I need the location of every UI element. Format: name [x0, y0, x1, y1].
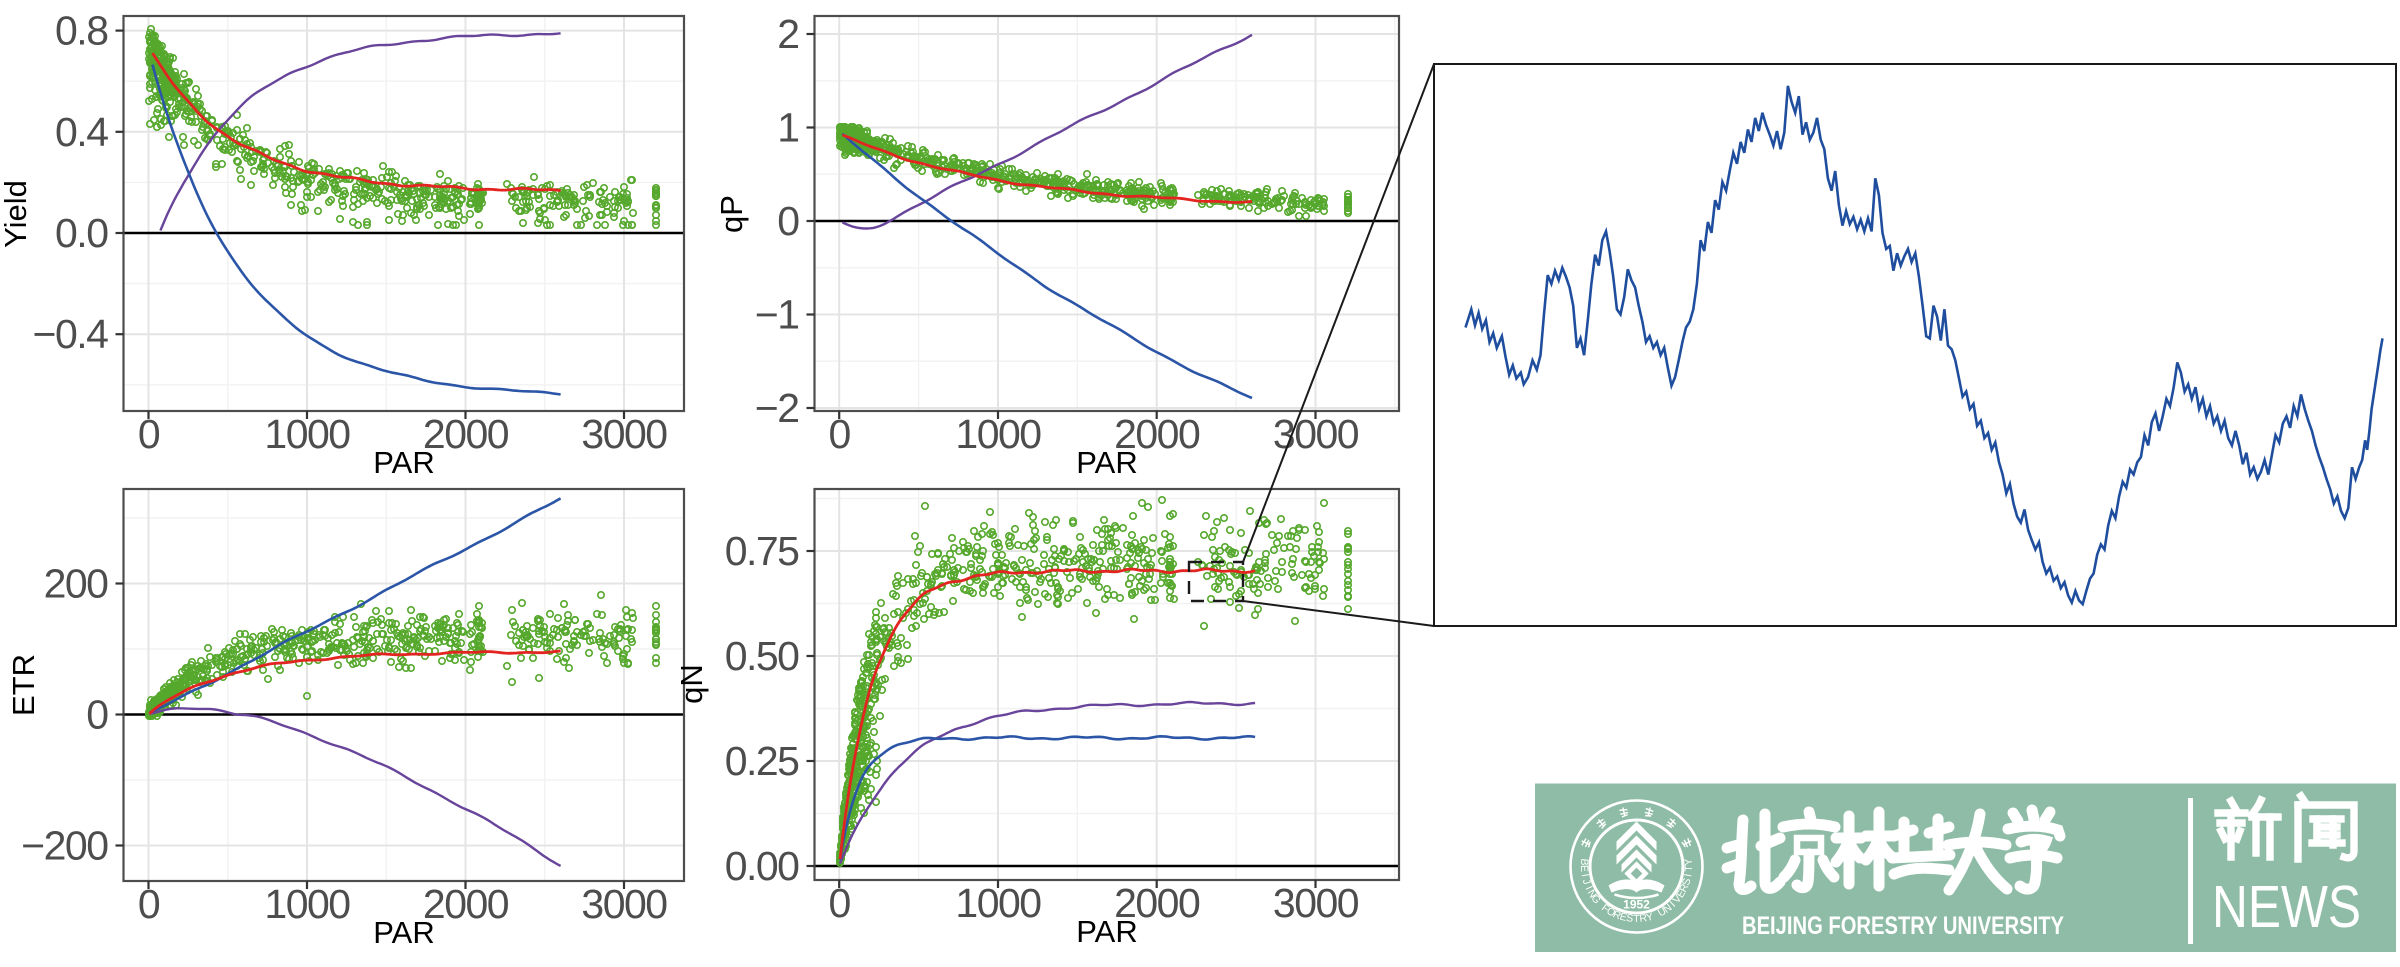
svg-text:J: J — [1580, 878, 1593, 887]
svg-text:0.25: 0.25 — [725, 738, 799, 784]
svg-text:0: 0 — [86, 692, 108, 738]
svg-text:R: R — [1611, 908, 1623, 922]
svg-text:1000: 1000 — [264, 881, 350, 927]
svg-text:3000: 3000 — [1273, 411, 1359, 457]
svg-text:200: 200 — [44, 561, 109, 607]
svg-text:qP: qP — [714, 195, 749, 233]
svg-text:Y: Y — [1645, 911, 1655, 924]
svg-text:B: B — [1578, 858, 1591, 866]
svg-text:BEIJING FORESTRY UNIVERSITY: BEIJING FORESTRY UNIVERSITY — [1742, 912, 2064, 940]
svg-text:0: 0 — [829, 411, 851, 457]
svg-text:−1: −1 — [755, 292, 799, 338]
svg-text:0: 0 — [829, 880, 851, 926]
svg-text:3000: 3000 — [581, 881, 667, 927]
svg-text:1: 1 — [777, 105, 798, 151]
svg-text:T: T — [1633, 913, 1640, 925]
svg-text:0: 0 — [138, 411, 160, 457]
svg-text:PAR: PAR — [373, 445, 434, 480]
svg-text:2000: 2000 — [423, 411, 509, 457]
svg-text:1000: 1000 — [264, 411, 350, 457]
svg-text:0.8: 0.8 — [55, 8, 108, 54]
svg-text:I: I — [1668, 899, 1678, 910]
svg-text:qN: qN — [674, 664, 709, 704]
svg-text:−2: −2 — [755, 385, 799, 431]
svg-text:I: I — [1579, 873, 1591, 878]
svg-text:Y: Y — [1683, 858, 1696, 866]
svg-text:R: R — [1639, 912, 1648, 925]
svg-text:S: S — [1680, 877, 1694, 887]
svg-text:−0.4: −0.4 — [33, 311, 109, 357]
svg-text:T: T — [1683, 865, 1695, 872]
svg-text:2000: 2000 — [1114, 880, 1200, 926]
svg-text:0.75: 0.75 — [725, 528, 799, 574]
svg-text:E: E — [1578, 865, 1590, 872]
svg-text:0: 0 — [777, 198, 799, 244]
svg-text:2: 2 — [777, 11, 798, 57]
svg-text:2000: 2000 — [423, 881, 509, 927]
svg-text:E: E — [1618, 911, 1628, 924]
svg-text:NEWS: NEWS — [2212, 874, 2361, 940]
svg-text:1000: 1000 — [955, 880, 1041, 926]
svg-text:0: 0 — [138, 881, 160, 927]
svg-text:3000: 3000 — [581, 411, 667, 457]
svg-text:0.50: 0.50 — [725, 633, 799, 679]
svg-text:−200: −200 — [21, 823, 108, 869]
svg-text:PAR: PAR — [1076, 445, 1137, 480]
svg-text:I: I — [1583, 884, 1595, 892]
svg-text:PAR: PAR — [373, 915, 434, 950]
svg-text:0.4: 0.4 — [55, 109, 108, 155]
svg-text:0.0: 0.0 — [55, 210, 108, 256]
svg-text:1000: 1000 — [955, 411, 1041, 457]
svg-text:0.00: 0.00 — [725, 843, 799, 889]
svg-text:S: S — [1626, 912, 1634, 925]
svg-text:ETR: ETR — [6, 654, 41, 716]
svg-text:1952: 1952 — [1623, 898, 1650, 912]
svg-text:2000: 2000 — [1114, 411, 1200, 457]
svg-text:3000: 3000 — [1273, 880, 1359, 926]
svg-text:PAR: PAR — [1076, 914, 1137, 949]
svg-text:I: I — [1682, 873, 1694, 878]
svg-text:Yield: Yield — [0, 180, 33, 248]
